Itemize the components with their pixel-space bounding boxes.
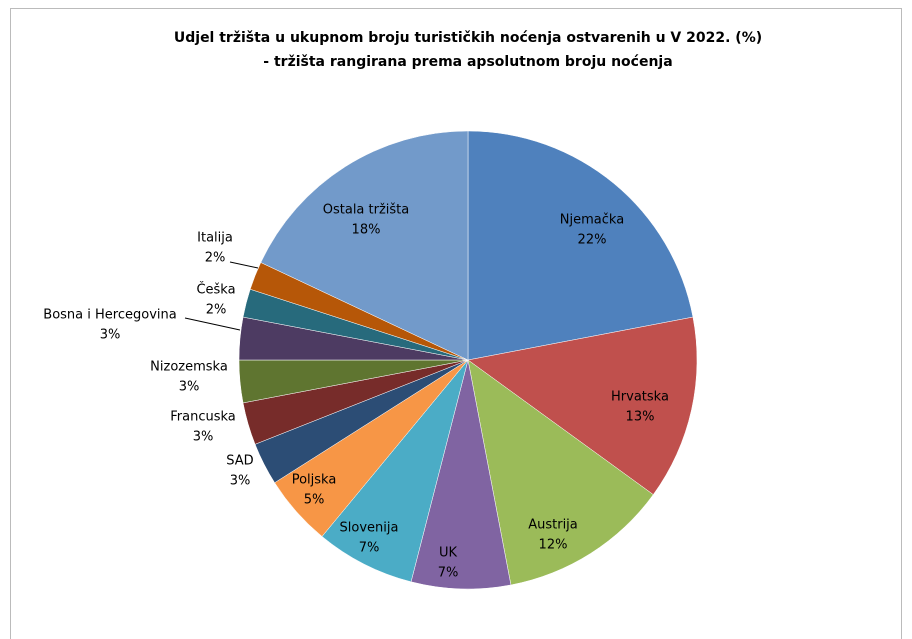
chart-title: Udjel tržišta u ukupnom broju turistički…	[174, 30, 762, 46]
slice-label: Italija	[197, 231, 233, 246]
pie-slice	[467, 359, 654, 586]
slice-value-label: 7%	[359, 541, 380, 556]
slice-value-label: 3%	[193, 430, 214, 445]
slice-value-label: 13%	[626, 410, 655, 425]
slice-label: UK	[439, 546, 458, 561]
pie-slice	[467, 130, 694, 361]
leader-line	[229, 261, 259, 269]
slice-label: Poljska	[292, 473, 337, 488]
slice-label: Njemačka	[560, 213, 624, 228]
chart-subtitle: - tržišta rangirana prema apsolutnom bro…	[263, 54, 672, 70]
slice-label: Nizozemska	[150, 360, 228, 375]
slice-value-label: 2%	[206, 303, 227, 318]
slice-value-label: 3%	[100, 328, 121, 343]
slice-value-label: 22%	[578, 233, 607, 248]
slice-value-label: 18%	[352, 223, 381, 238]
slice-value-label: 2%	[205, 251, 226, 266]
pie-slice	[260, 130, 469, 361]
slice-label: Austrija	[528, 518, 578, 533]
slice-label: Ostala tržišta	[323, 203, 410, 218]
slice-value-label: 3%	[230, 474, 251, 489]
slice-value-label: 3%	[179, 380, 200, 395]
slice-value-label: 5%	[304, 493, 325, 508]
slice-label: Bosna i Hercegovina	[43, 308, 176, 323]
slice-value-label: 7%	[438, 566, 459, 581]
slice-label: Češka	[196, 282, 235, 298]
pie-slice	[467, 316, 698, 495]
leader-line	[184, 317, 241, 331]
slice-value-label: 12%	[539, 538, 568, 553]
slice-label: Hrvatska	[611, 390, 669, 405]
slice-label: SAD	[226, 454, 253, 469]
slice-label: Francuska	[170, 410, 236, 425]
slice-label: Slovenija	[340, 521, 399, 536]
